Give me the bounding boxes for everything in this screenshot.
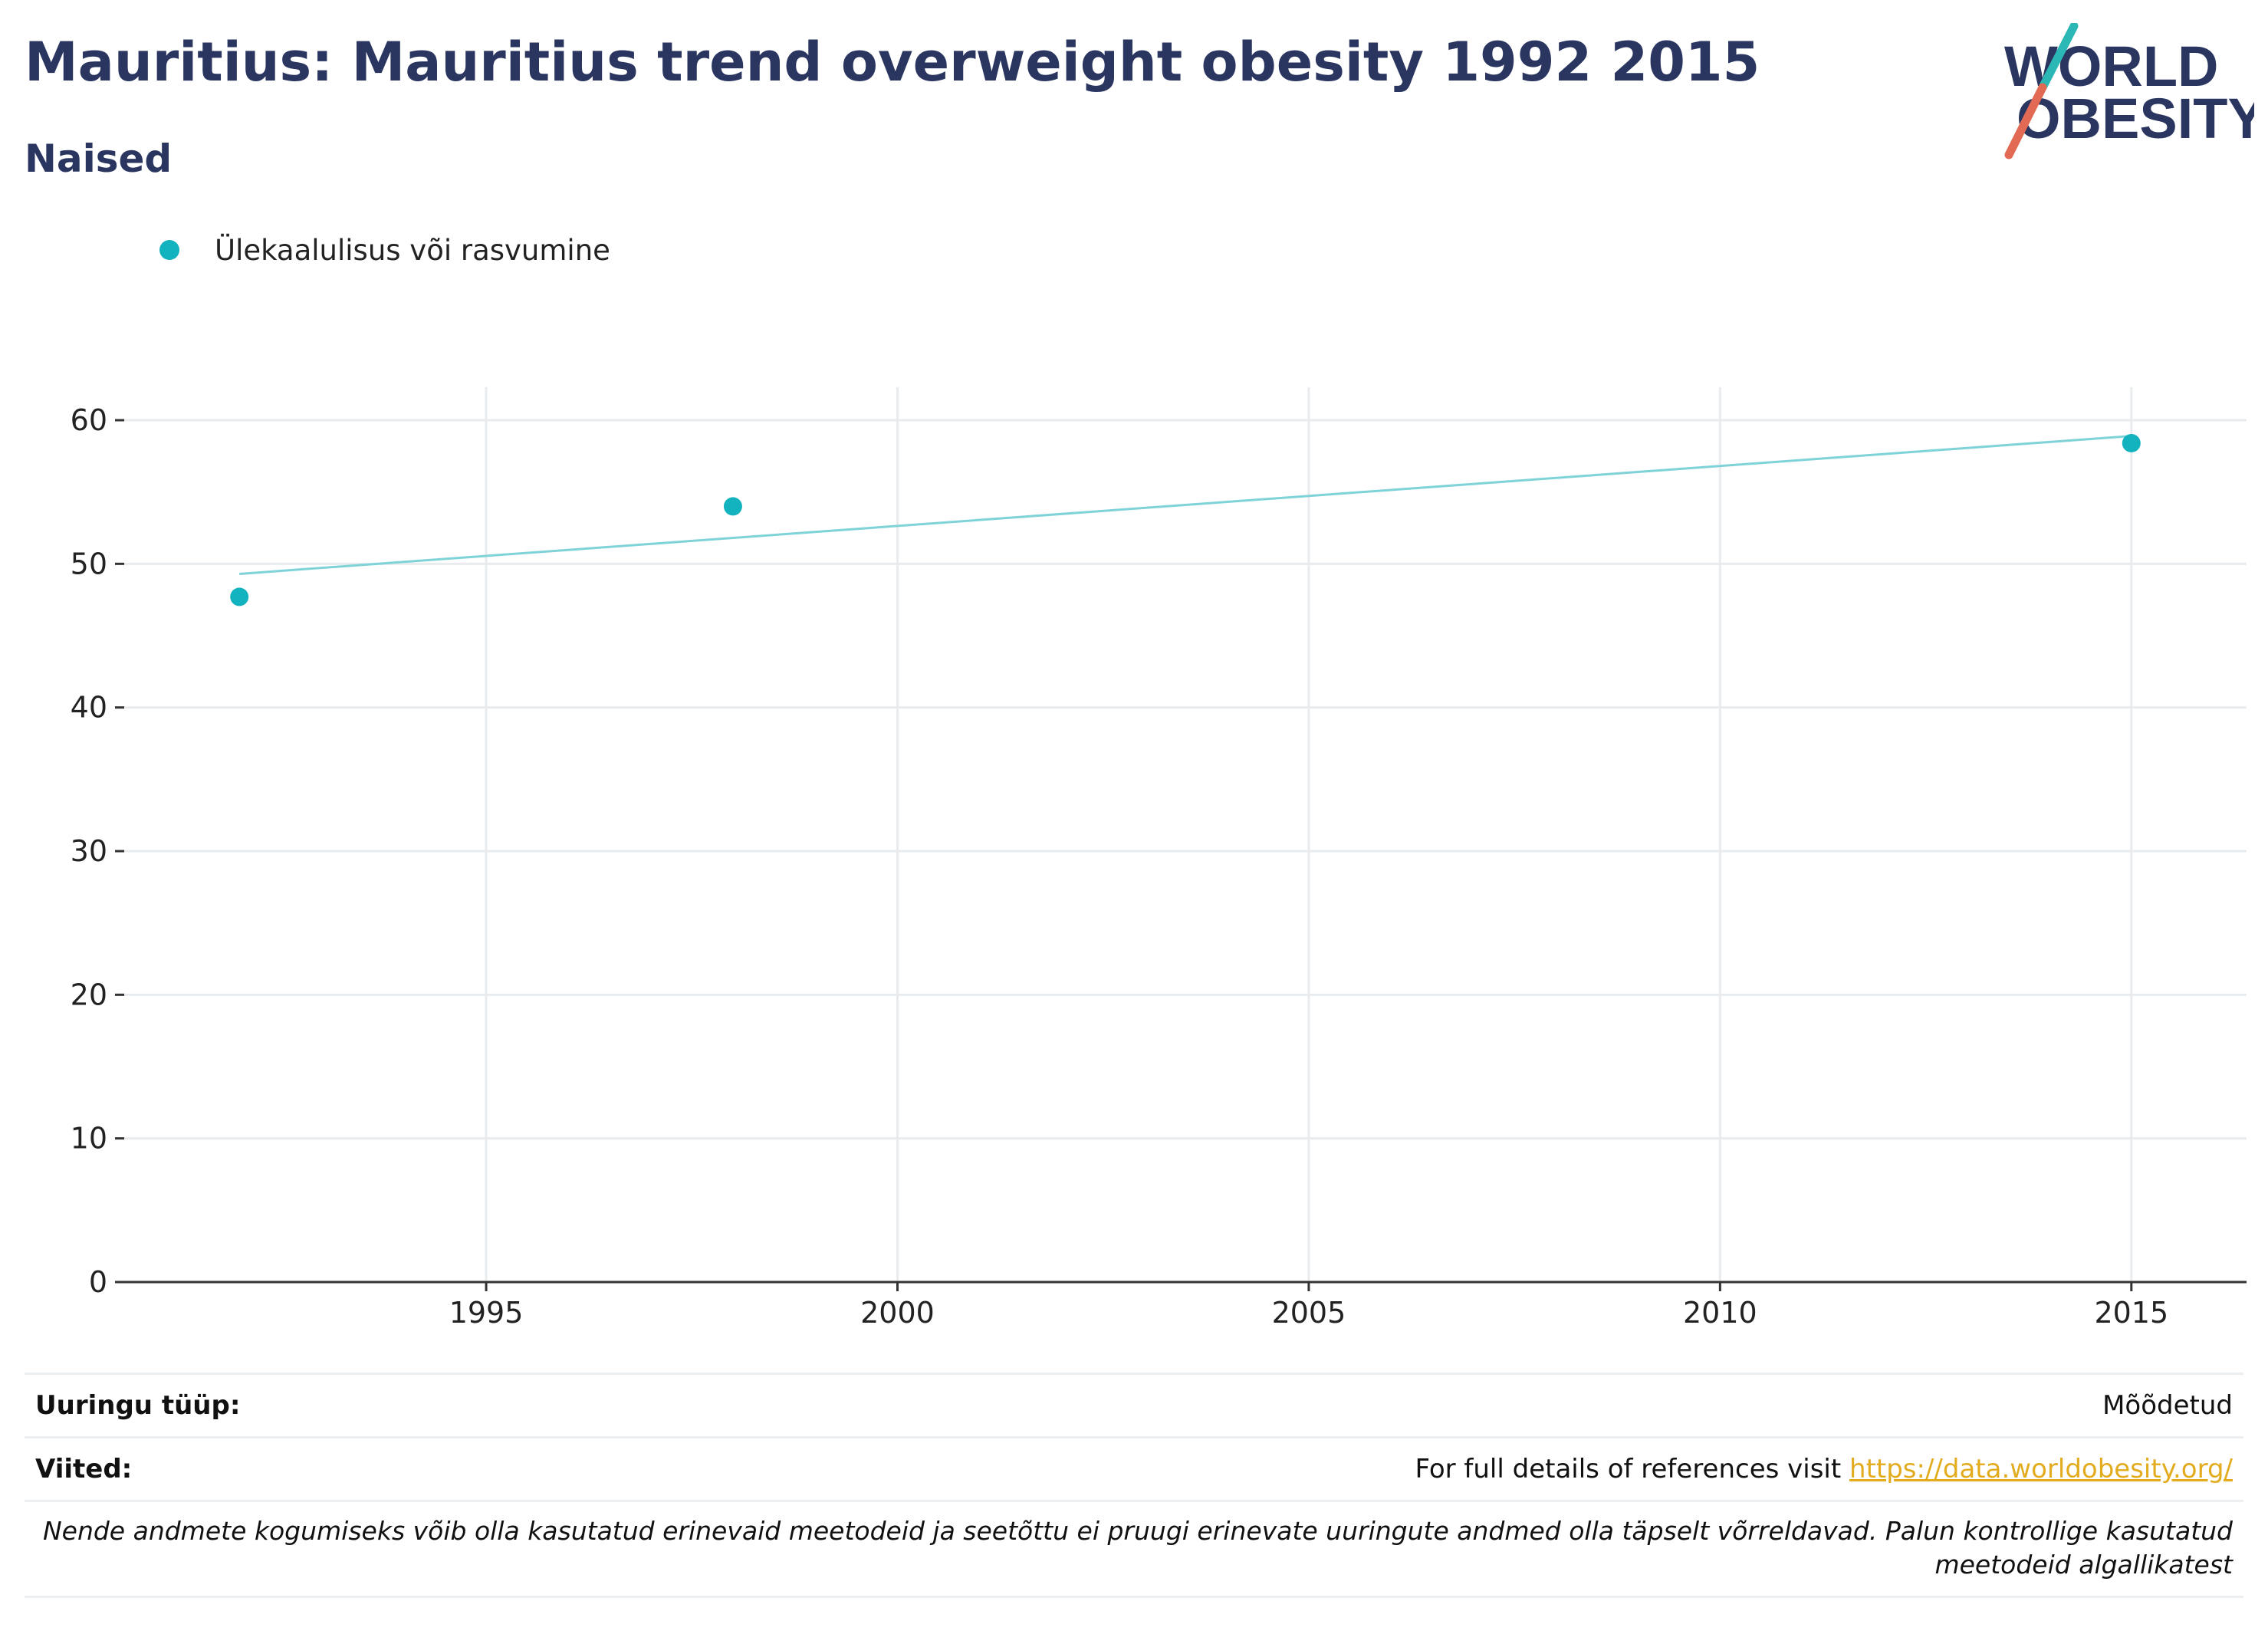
logo-coral-slash xyxy=(2004,83,2047,159)
y-tick-label: 10 xyxy=(71,1122,107,1156)
x-tick-label: 2000 xyxy=(860,1296,935,1330)
x-axis-ticks: 1995 2000 2005 2010 2015 xyxy=(449,1282,2168,1330)
trend-line xyxy=(239,435,2132,575)
data-points xyxy=(230,433,2141,607)
legend[interactable]: Ülekaalulisus või rasvumine xyxy=(159,228,610,271)
references-link[interactable]: https://data.worldobesity.org/ xyxy=(1849,1454,2233,1484)
references-label: Viited: xyxy=(35,1454,133,1484)
world-obesity-logo: WORLD OBESITY xyxy=(2004,23,2254,159)
y-tick-label: 30 xyxy=(71,834,107,868)
survey-type-row: Uuringu tüüp: Mõõdetud xyxy=(25,1373,2243,1436)
gridlines xyxy=(124,387,2247,1282)
footer-table: Uuringu tüüp: Mõõdetud Viited: For full … xyxy=(25,1373,2243,1598)
y-tick-label: 60 xyxy=(71,403,107,437)
chart-title: Mauritius: Mauritius trend overweight ob… xyxy=(25,31,1760,94)
x-tick-label: 2005 xyxy=(1272,1296,1346,1330)
x-tick-label: 2015 xyxy=(2094,1296,2168,1330)
y-tick-label: 40 xyxy=(71,691,107,725)
data-point xyxy=(230,587,249,607)
references-row: Viited: For full details of references v… xyxy=(25,1436,2243,1500)
survey-type-label: Uuringu tüüp: xyxy=(35,1390,241,1421)
y-tick-label: 0 xyxy=(89,1265,107,1299)
y-tick-label: 20 xyxy=(71,978,107,1011)
x-tick-label: 1995 xyxy=(449,1296,524,1330)
legend-label: Ülekaalulisus või rasvumine xyxy=(215,233,610,267)
data-point xyxy=(2122,433,2141,452)
legend-marker-icon xyxy=(159,240,179,260)
data-point xyxy=(723,497,742,516)
x-tick-label: 2010 xyxy=(1683,1296,1757,1330)
references-value: For full details of references visit htt… xyxy=(1415,1454,2233,1484)
methodology-note: Nende andmete kogumiseks võib olla kasut… xyxy=(25,1500,2243,1598)
references-text: For full details of references visit xyxy=(1415,1454,1850,1484)
y-axis-ticks: 0 10 20 30 40 50 60 xyxy=(71,403,124,1299)
logo-line2: OBESITY xyxy=(2017,87,2254,150)
chart-subtitle: Naised xyxy=(25,136,173,181)
y-tick-label: 50 xyxy=(71,547,107,580)
survey-type-value: Mõõdetud xyxy=(2102,1390,2233,1421)
logo-teal-slash xyxy=(2038,23,2079,92)
chart-area: 0 10 20 30 40 50 60 1995 2000 2005 2010 2015 xyxy=(71,387,2247,1330)
